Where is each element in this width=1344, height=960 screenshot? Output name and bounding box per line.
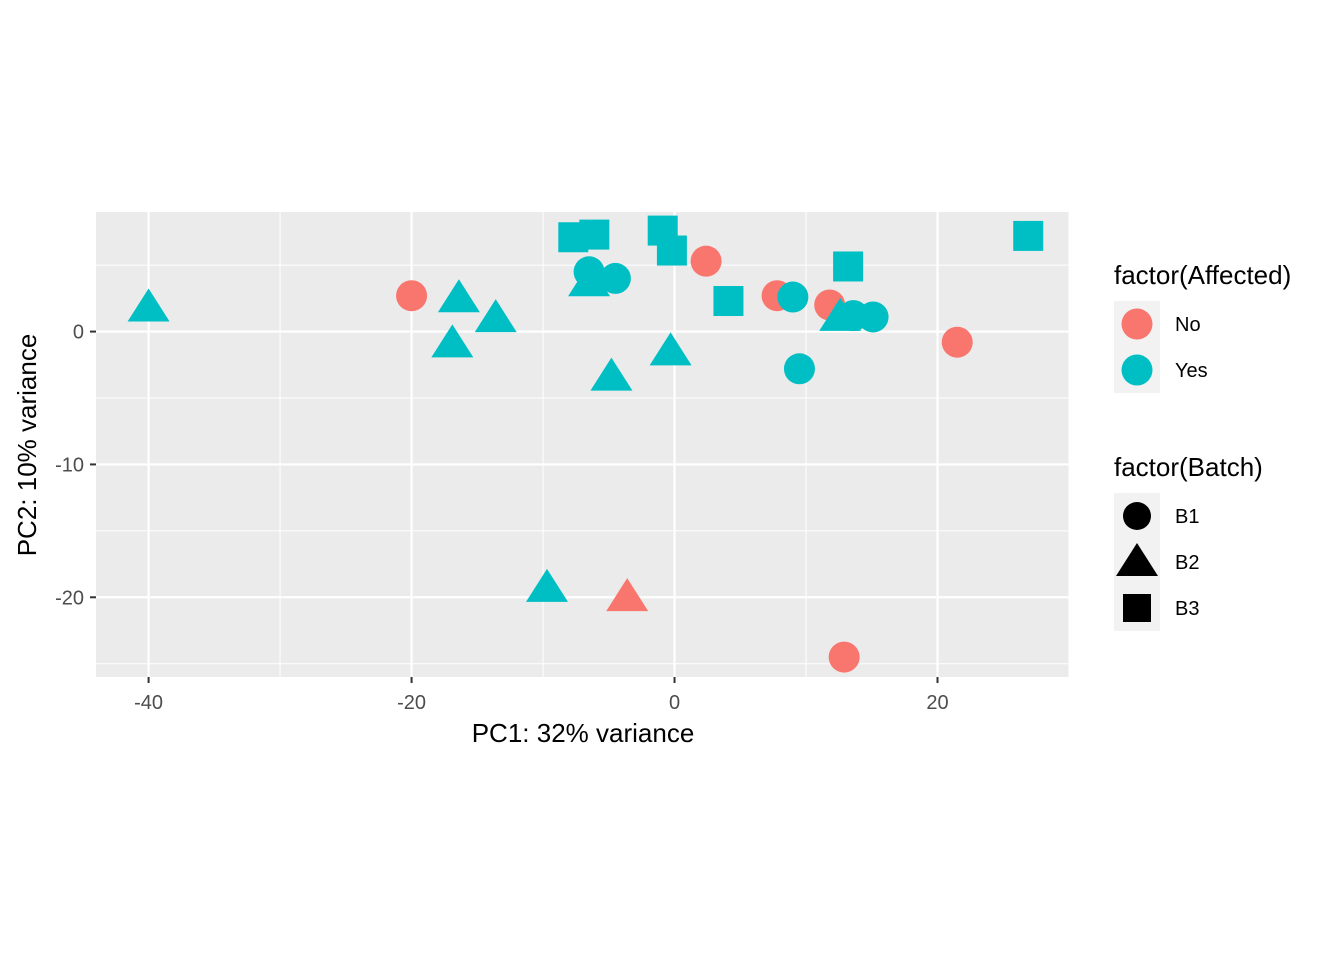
data-point-b1-yes xyxy=(777,281,809,313)
data-point-b3-yes xyxy=(656,235,687,266)
data-point-b3-yes xyxy=(1013,220,1044,251)
x-tick-label: -40 xyxy=(134,692,163,714)
y-tick-label: 0 xyxy=(73,322,84,344)
legend-label-b3: B3 xyxy=(1175,598,1199,620)
data-point-b2-yes xyxy=(525,568,568,602)
data-point-b3-yes xyxy=(579,219,610,250)
data-points xyxy=(127,215,1044,673)
data-point-b1-yes xyxy=(783,353,815,385)
legend-key-no xyxy=(1121,308,1153,340)
data-point-b2-yes xyxy=(431,324,474,358)
data-point-b2-yes xyxy=(127,288,170,322)
legend-affected: factor(Affected) No Yes xyxy=(1114,260,1291,393)
data-point-b1-no xyxy=(690,245,722,277)
data-point-b3-yes xyxy=(833,251,864,282)
legend-key-b1 xyxy=(1123,502,1151,530)
x-axis-ticks: -40 -20 0 20 xyxy=(134,677,949,714)
data-point-b1-no xyxy=(828,641,860,673)
x-tick-label: 20 xyxy=(926,692,948,714)
legend-label-b2: B2 xyxy=(1175,552,1199,574)
data-point-b2-yes xyxy=(437,279,480,313)
legend-label-no: No xyxy=(1175,314,1201,336)
data-point-b1-yes xyxy=(599,262,631,294)
data-point-b1-yes xyxy=(857,301,889,333)
data-point-b2-yes xyxy=(474,299,517,333)
data-point-b2-yes xyxy=(568,263,611,297)
y-axis-title: PC2: 10% variance xyxy=(12,334,42,557)
y-axis-ticks: -20 -10 0 xyxy=(55,322,96,609)
x-tick-label: -20 xyxy=(397,692,426,714)
legend-affected-title: factor(Affected) xyxy=(1114,260,1291,290)
legend-key-yes xyxy=(1121,354,1153,386)
legend-key-b2 xyxy=(1116,543,1158,576)
data-point-b3-yes xyxy=(713,286,744,317)
data-point-b1-no xyxy=(396,280,428,312)
data-point-b2-yes xyxy=(819,297,862,331)
y-tick-label: -10 xyxy=(55,454,84,476)
x-tick-label: 0 xyxy=(669,692,680,714)
legend-batch-title: factor(Batch) xyxy=(1114,452,1263,482)
legend-key-b3 xyxy=(1123,594,1151,622)
x-axis-title: PC1: 32% variance xyxy=(472,718,695,748)
legend-label-yes: Yes xyxy=(1175,360,1208,382)
data-point-b1-no xyxy=(941,326,973,358)
data-point-b2-yes xyxy=(590,357,633,391)
major-gridlines xyxy=(96,212,1069,677)
data-point-b2-yes xyxy=(649,332,692,366)
legend-label-b1: B1 xyxy=(1175,506,1199,528)
y-tick-label: -20 xyxy=(55,587,84,609)
legend-batch: factor(Batch) B1 B2 B3 xyxy=(1114,452,1263,631)
data-point-b2-no xyxy=(606,578,649,612)
